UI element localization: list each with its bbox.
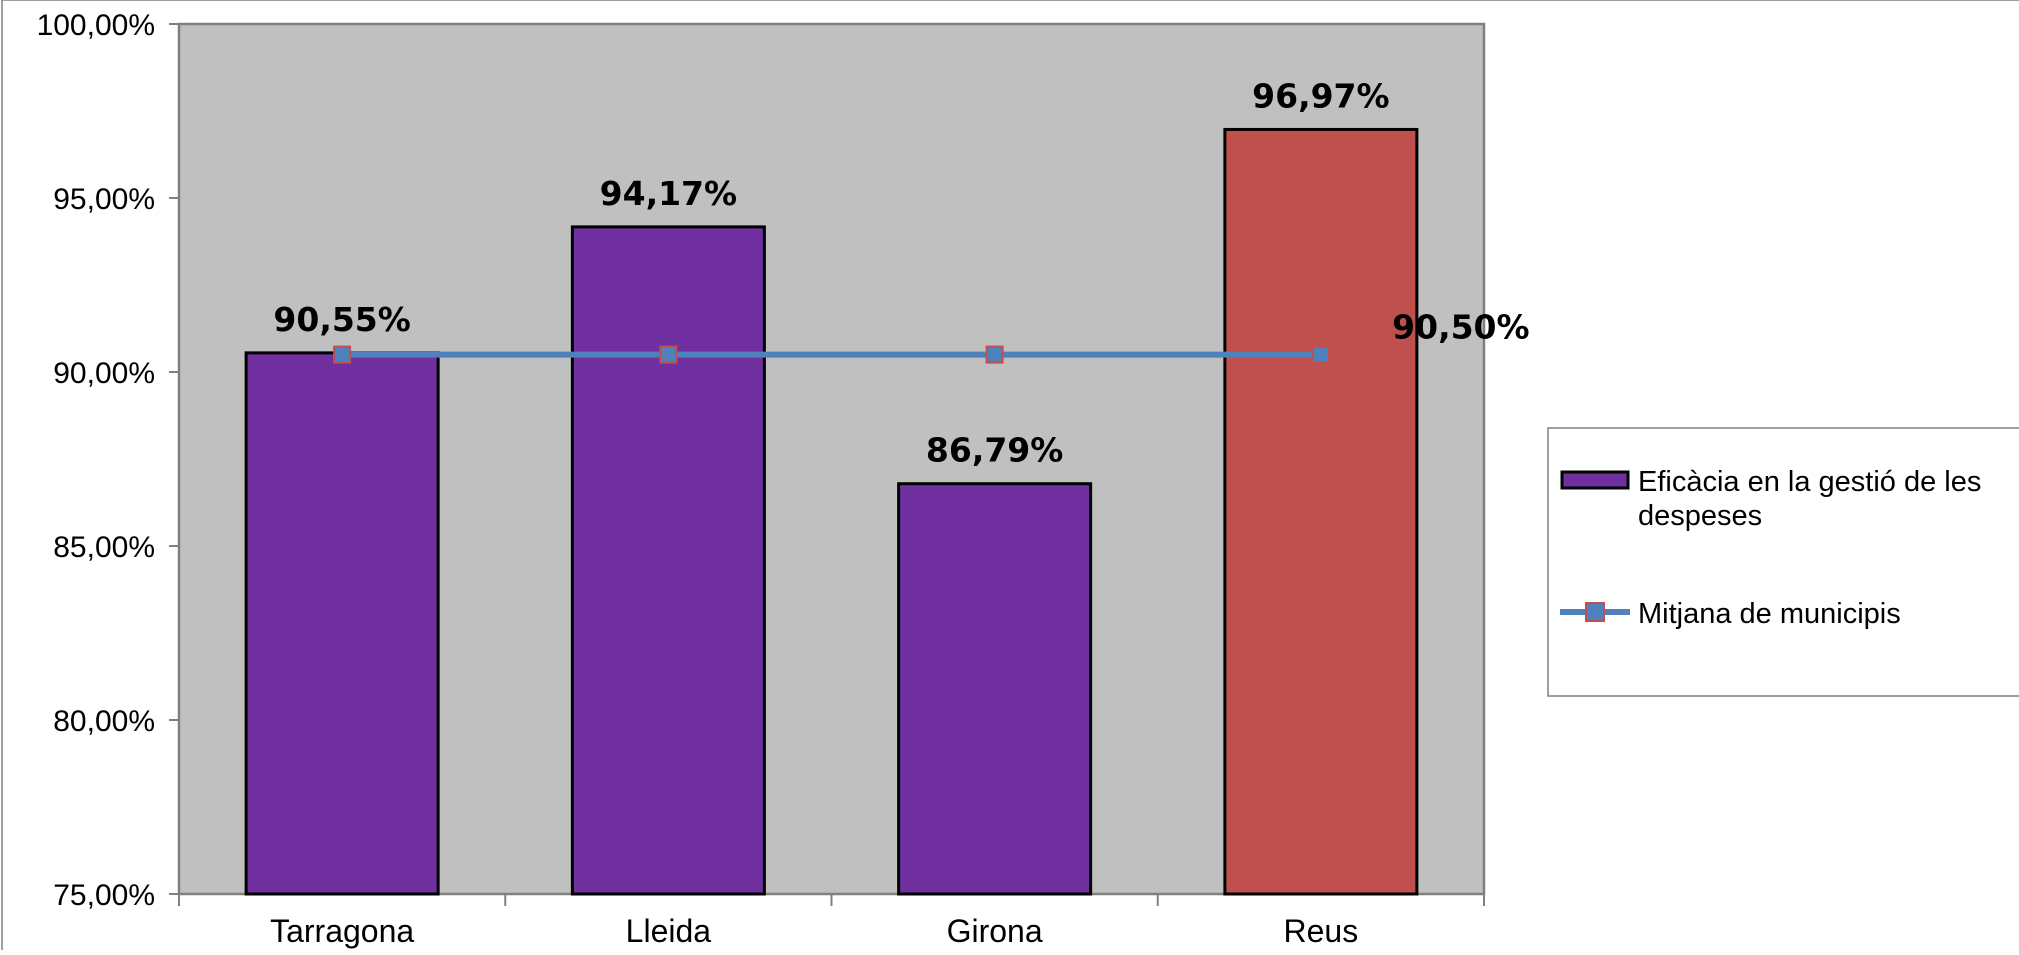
bar-lleida [570,225,766,896]
legend-swatch-marker [1585,602,1605,622]
bar-data-label: 94,17% [600,174,737,213]
legend-label-bars-line2: despeses [1638,500,1762,532]
bar-data-label: 86,79% [926,431,1063,470]
x-category-label: Tarragona [270,913,414,949]
y-tick-label: 90,00% [53,357,155,390]
bar-tarragona [244,351,440,896]
x-category-label: Lleida [626,913,712,949]
average-line-marker [659,345,678,364]
legend-label-line: Mitjana de municipis [1638,598,1901,630]
average-line-marker [1311,345,1330,364]
average-line-marker [985,345,1004,364]
average-line-label: 90,50% [1392,308,1529,347]
y-tick-label: 85,00% [53,531,155,564]
x-category-label: Reus [1284,913,1359,949]
y-tick-label: 95,00% [53,183,155,216]
bar-data-label: 96,97% [1252,76,1389,115]
y-tick-label: 80,00% [53,705,155,738]
average-line-marker [333,345,352,364]
bar-data-label: 90,55% [273,300,410,339]
x-category-label: Girona [947,913,1043,949]
legend-label-bars-line1: Eficàcia en la gestió de les [1638,466,1981,498]
legend-swatch-bars [1560,470,1630,490]
bar-reus [1223,127,1419,896]
plot-area: 100,00% 95,00% 90,00% 85,00% 80,00% 75,00% 90,… [37,9,1530,949]
bar-girona [897,482,1093,896]
y-tick-label: 100,00% [37,9,155,42]
y-tick-label: 75,00% [53,879,155,912]
